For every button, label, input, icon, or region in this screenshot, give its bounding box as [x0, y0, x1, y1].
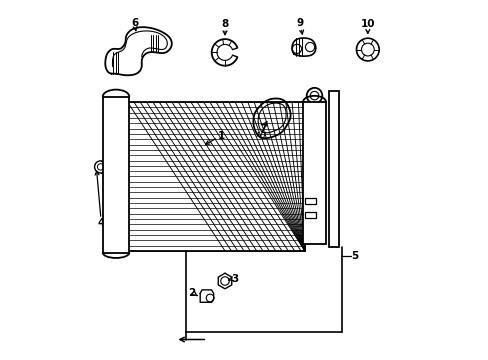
Text: 9: 9: [296, 18, 304, 28]
Bar: [303, 102, 325, 244]
Bar: [328, 91, 338, 247]
Text: 4: 4: [97, 218, 104, 228]
Bar: [304, 212, 315, 218]
Text: 5: 5: [350, 251, 358, 261]
Bar: [102, 97, 129, 253]
Text: 7: 7: [259, 123, 266, 134]
Text: 6: 6: [131, 18, 139, 28]
Text: 3: 3: [230, 274, 238, 284]
Text: 2: 2: [187, 288, 195, 298]
Text: 8: 8: [221, 19, 228, 29]
Bar: [304, 198, 315, 204]
Text: 1: 1: [217, 131, 224, 141]
Text: 10: 10: [360, 19, 374, 29]
Bar: [127, 102, 304, 251]
